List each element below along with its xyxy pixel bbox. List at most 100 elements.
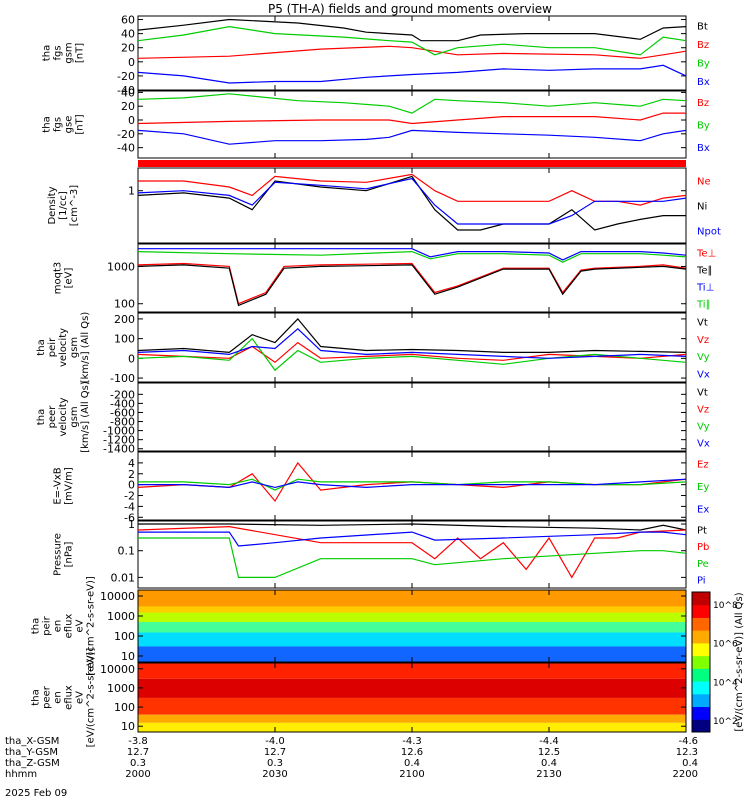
colorbar-segment bbox=[692, 668, 710, 682]
series-line-Ti∥ bbox=[137, 250, 687, 263]
spectrogram-band-4 bbox=[138, 714, 686, 723]
y-axis-label: peir bbox=[42, 615, 53, 635]
y-axis-label: gse bbox=[64, 116, 75, 134]
y-axis-label: velocity bbox=[58, 397, 69, 436]
y-tick-label: 100 bbox=[114, 298, 135, 311]
y-tick-label: -20 bbox=[117, 128, 135, 141]
legend-Bt: Bt bbox=[697, 21, 708, 32]
legend-Vz: Vz bbox=[697, 405, 709, 416]
y-tick-label: 10000 bbox=[100, 663, 135, 676]
y-axis-label: eV bbox=[75, 691, 86, 704]
y-tick-label: -40 bbox=[117, 142, 135, 155]
y-axis-label: [cm^-3] bbox=[69, 185, 80, 226]
plot-title: P5 (TH-A) fields and ground moments over… bbox=[268, 2, 552, 16]
x-tick-value: 0.3 bbox=[130, 758, 146, 769]
panel-8: 0.01 0.1 1 Pressure [nPa] Pt Pb Pe Pi bbox=[53, 518, 709, 589]
x-tick-value: 12.7 bbox=[127, 747, 149, 758]
x-tick-value: 2200 bbox=[673, 769, 698, 780]
y-axis-label: gsm bbox=[64, 42, 75, 63]
panel-10: 10 100 1000 10000 tha peer en eflux eV [eV/(cm^2-… bbox=[31, 648, 687, 747]
legend-Ey: Ey bbox=[697, 482, 709, 493]
x-tick-value: 12.7 bbox=[264, 747, 286, 758]
series-line-By bbox=[137, 25, 687, 56]
spectrogram-band-2 bbox=[138, 678, 686, 698]
y-axis-label: tha bbox=[31, 689, 42, 705]
legend-Vx: Vx bbox=[697, 369, 710, 380]
legend-Ez: Ez bbox=[697, 459, 709, 470]
y-axis-label: tha bbox=[42, 45, 53, 61]
y-tick-label: 100 bbox=[114, 630, 135, 643]
y-tick-label: 40 bbox=[121, 28, 135, 41]
x-tick-value: 0.3 bbox=[267, 758, 283, 769]
panel-3: 1 Density [1/cc] [cm^-3] Ne Ni Npot bbox=[47, 167, 721, 244]
y-axis-label: [eV] bbox=[64, 268, 75, 289]
legend-By: By bbox=[697, 121, 710, 132]
series-line-Vt bbox=[137, 318, 687, 354]
colorbar-segment bbox=[692, 719, 710, 733]
panel-frame bbox=[137, 312, 687, 383]
y-tick-label: 20 bbox=[121, 100, 135, 113]
legend-Vt: Vt bbox=[697, 388, 708, 399]
y-tick-label: 10000 bbox=[100, 590, 135, 603]
x-tick-value: -4.0 bbox=[265, 736, 285, 747]
y-axis-label: eflux bbox=[64, 685, 75, 710]
y-axis-label: peir bbox=[47, 337, 58, 357]
spectrogram-band-3 bbox=[138, 612, 686, 623]
legend-Vx: Vx bbox=[697, 439, 710, 450]
panel-9: 10 100 1000 10000 tha peir en eflux eV [eV/(cm^2-… bbox=[31, 576, 687, 676]
series-line-Ey bbox=[138, 478, 687, 491]
x-row-label: tha_Z-GSM bbox=[5, 758, 60, 769]
colorbar: 10^8 10^6 10^4 10^2[eV/(cm^2-s-sr-eV)] (All… bbox=[691, 591, 745, 733]
y-axis-label: [km/s] (All Qs) bbox=[80, 312, 91, 384]
y-tick-label: -2 bbox=[124, 490, 135, 503]
series-line-Bt bbox=[137, 18, 687, 42]
series-line-Pb bbox=[137, 525, 687, 579]
y-axis-label: gsm bbox=[69, 406, 80, 427]
series-line-By bbox=[137, 93, 687, 114]
y-axis-label: Pressure bbox=[53, 533, 64, 576]
y-tick-label: 10 bbox=[121, 650, 135, 663]
x-row-label: tha_Y-GSM bbox=[5, 747, 58, 758]
series-line-Bz bbox=[137, 112, 686, 125]
colorbar-frame bbox=[691, 591, 711, 733]
colorbar-segment bbox=[692, 642, 710, 657]
y-axis-label: tha bbox=[31, 618, 42, 634]
legend-Vt: Vt bbox=[697, 318, 708, 329]
y-axis-label: [nPa] bbox=[64, 541, 75, 567]
y-axis-label: tha bbox=[42, 116, 53, 132]
colorbar-label: [eV/(cm^2-s-sr-eV)] (All Qs) bbox=[734, 592, 745, 731]
spectrogram-band-3 bbox=[138, 697, 686, 715]
y-axis-label: fgs bbox=[53, 117, 64, 132]
x-tick-value: 0.4 bbox=[682, 758, 698, 769]
series-line-Bx bbox=[137, 64, 687, 84]
y-tick-label: 0 bbox=[128, 352, 135, 365]
series-line-Bx bbox=[137, 129, 687, 145]
y-tick-label: 40 bbox=[121, 86, 135, 99]
footer-date: 2025 Feb 09 bbox=[5, 788, 67, 799]
x-axis-labels: tha_X-GSMtha_Y-GSMtha_Z-GSMhhmm-3.812.70… bbox=[5, 736, 698, 780]
legend-Vy: Vy bbox=[697, 352, 710, 363]
x-tick-value: -3.8 bbox=[128, 736, 148, 747]
y-tick-label: -20 bbox=[117, 70, 135, 83]
legend-Ex: Ex bbox=[697, 505, 709, 516]
series-line-Pt bbox=[138, 523, 687, 531]
series-line-Vy bbox=[137, 337, 687, 372]
legend-Ti∥: Ti∥ bbox=[696, 300, 711, 311]
y-tick-label: 100 bbox=[114, 701, 135, 714]
y-tick-label: -1400 bbox=[103, 443, 135, 456]
y-tick-label: 1 bbox=[128, 518, 135, 531]
y-axis-label: gsm bbox=[69, 337, 80, 358]
y-axis-label: tha bbox=[36, 339, 47, 355]
y-axis-label: [mV/m] bbox=[64, 467, 75, 505]
x-tick-value: -4.4 bbox=[539, 736, 559, 747]
legend-Pe: Pe bbox=[697, 559, 709, 570]
series-line-Npot bbox=[137, 177, 687, 225]
y-tick-label: -400 bbox=[110, 397, 135, 410]
y-tick-label: 1000 bbox=[107, 610, 135, 623]
colorbar-segment bbox=[692, 655, 710, 669]
legend-Vy: Vy bbox=[697, 422, 710, 433]
colorbar-segment bbox=[692, 604, 710, 618]
x-tick-value: 12.5 bbox=[538, 747, 560, 758]
y-axis-label: moqt3 bbox=[53, 262, 64, 295]
